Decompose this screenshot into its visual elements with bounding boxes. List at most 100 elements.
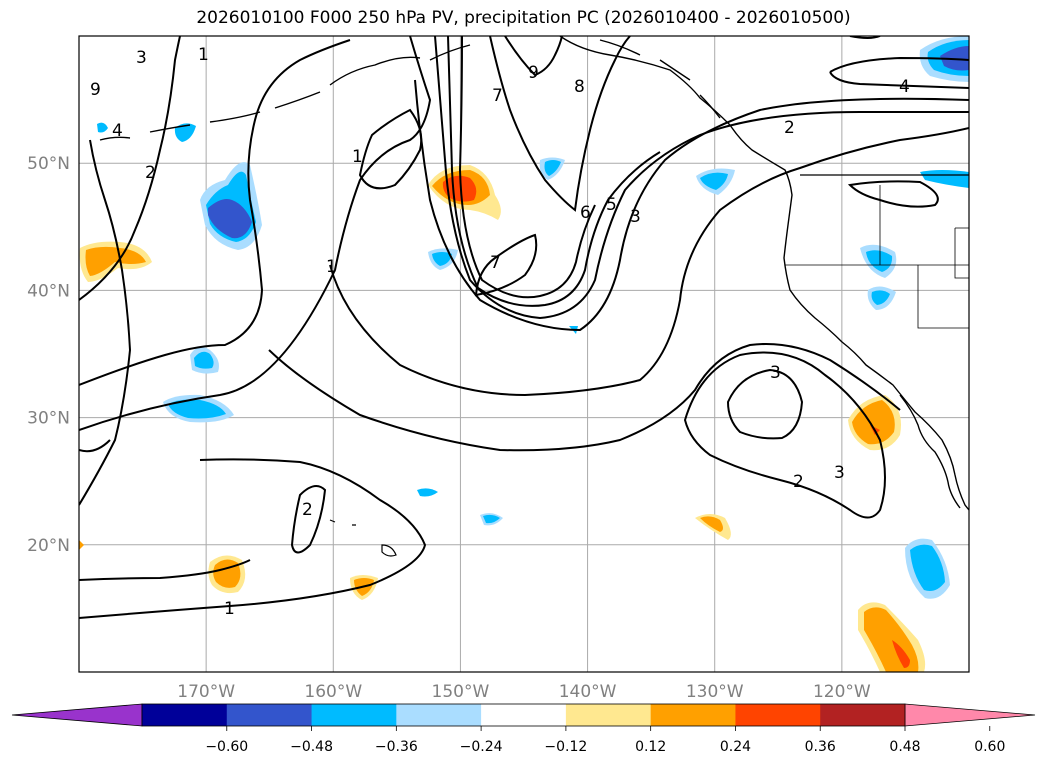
neg-blob-174W-52N — [174, 123, 196, 142]
aleutian-islands — [99, 44, 471, 141]
pv-label: 9 — [90, 80, 101, 100]
lon-label: 140°W — [559, 682, 617, 702]
colorbar-tick-label: 0.60 — [974, 739, 1005, 755]
baja-california — [899, 394, 961, 509]
pv-contours — [79, 36, 969, 619]
pv-label: 4 — [112, 121, 123, 141]
pv-contour-4-top — [829, 56, 969, 89]
pv-label: 1 — [224, 599, 235, 619]
pos-blob-150W-48N-inner — [442, 175, 477, 202]
colorbar-tick-label: 0.12 — [635, 739, 666, 755]
pv-contour-south-2-tail — [79, 439, 111, 453]
lon-label: 160°W — [304, 682, 362, 702]
colorbar-segment — [142, 704, 228, 726]
alaska-panhandle — [599, 39, 721, 119]
neg-blob-178W-52N — [97, 122, 108, 133]
colorbar-tick-label: 0.48 — [889, 739, 920, 755]
lat-label: 50°N — [27, 154, 70, 174]
pv-contour-1-west — [79, 36, 181, 301]
colorbar-segment — [650, 704, 736, 726]
pv-label: 2 — [145, 163, 156, 183]
north-america-west-coast — [559, 36, 969, 511]
lon-label: 130°W — [686, 682, 744, 702]
colorbar-extend-max — [904, 703, 1036, 727]
colorbar-tick-label: 0.24 — [720, 739, 751, 755]
pv-label: 3 — [770, 363, 781, 383]
colorbar-tick-label: −0.48 — [290, 739, 333, 755]
neg-blob-145W-49N-core — [544, 160, 561, 176]
colorbar-segment — [481, 704, 567, 726]
pv-contour-1-main — [79, 36, 432, 431]
precip-anomaly-fields — [79, 36, 969, 672]
pv-contour-2-east-loop — [683, 351, 886, 519]
pv-contour-trough-3 — [414, 79, 969, 332]
colorbar-segment — [226, 704, 313, 726]
lon-label: 150°W — [432, 682, 490, 702]
pv-contour-1-east2 — [268, 343, 901, 452]
pos-blob-180W-20N — [79, 540, 84, 550]
pv-label: 9 — [528, 63, 539, 83]
colorbar-segment — [311, 704, 397, 726]
pv-label: 4 — [899, 77, 910, 97]
state-border-4 — [954, 227, 969, 279]
colorbar-segment — [396, 704, 482, 726]
neg-blob-168W-46N-inner — [208, 199, 252, 239]
pos-blob-116W-13N-inner — [892, 640, 910, 668]
pv-contour-3-east-loop — [726, 368, 804, 440]
pv-contour-9-top — [504, 36, 563, 77]
neg-blob-117W-42N-core — [866, 250, 893, 272]
neg-blob-170W-34N-core — [194, 351, 214, 369]
neg-blob-117W-39N-core — [871, 290, 890, 305]
pos-blob-133W-21N-core — [700, 516, 723, 532]
pv-label: 8 — [574, 77, 585, 97]
colorbar-tick-label: −0.60 — [205, 739, 248, 755]
neg-blob-171W-30N-core — [168, 399, 226, 419]
pv-label: 1 — [198, 45, 209, 65]
pv-label: 3 — [136, 48, 147, 68]
neg-blob-130W-49N-core — [700, 172, 728, 190]
colorbar-segment — [565, 704, 652, 726]
pv-contour-2-south — [79, 559, 251, 581]
lon-label: 170°W — [177, 682, 235, 702]
pv-contour-1-south — [79, 458, 427, 619]
colorbar-segment — [820, 704, 906, 726]
pv-contour-trough-7 — [474, 233, 538, 297]
colorbar-tick-label: −0.24 — [460, 739, 503, 755]
map-frame — [78, 35, 970, 673]
pv-label: 2 — [302, 500, 313, 520]
latitude-labels: 20°N 30°N 40°N 50°N — [27, 154, 70, 556]
neg-blob-152W-42N-core — [432, 252, 452, 266]
pv-label: 3 — [834, 463, 845, 483]
lat-label: 20°N — [27, 536, 70, 556]
pv-contour-2-small — [290, 485, 327, 554]
lat-label: 40°N — [27, 281, 70, 301]
colorbar: −0.60 −0.48 −0.36 −0.24 −0.12 0.12 0.24 0.36 0.4… — [11, 703, 1036, 755]
pv-contour-labels: 1 1 1 1 2 2 2 2 3 3 3 3 4 4 5 6 7 7 8 9 … — [90, 45, 910, 619]
colorbar-tick-label: −0.12 — [544, 739, 587, 755]
pv-label: 5 — [606, 195, 617, 215]
colorbar-outline — [141, 703, 906, 727]
pv-contour-1-east-big — [329, 127, 969, 397]
pv-contour-trough-4 — [434, 36, 969, 320]
colorbar-segment — [735, 704, 821, 726]
pv-contour-trough-5 — [447, 36, 661, 307]
pv-label: 3 — [630, 207, 641, 227]
map-plot-area: 1 1 1 1 2 2 2 2 3 3 3 3 4 4 5 6 7 7 8 9 … — [79, 36, 969, 672]
pv-contour-trough-8 — [489, 36, 631, 212]
pv-label: 1 — [352, 147, 363, 167]
pv-label: 2 — [793, 472, 804, 492]
pos-blob-178W-42N-core — [85, 246, 146, 276]
pv-contour-trough-6 — [458, 36, 596, 299]
pv-contour-1-ridge — [79, 39, 351, 386]
colorbar-extend-min — [11, 703, 143, 727]
pv-label: 7 — [490, 253, 501, 273]
lon-label: 120°W — [813, 682, 871, 702]
map-title: 2026010100 F000 250 hPa PV, precipitatio… — [196, 8, 851, 28]
lat-label: 30°N — [27, 409, 70, 429]
hawaii — [329, 519, 397, 557]
pv-label: 1 — [326, 257, 337, 277]
colorbar-tick-label: −0.36 — [375, 739, 418, 755]
neg-blob-112W-18N-core — [910, 544, 945, 591]
neg-blob-152W-22N — [417, 488, 438, 497]
